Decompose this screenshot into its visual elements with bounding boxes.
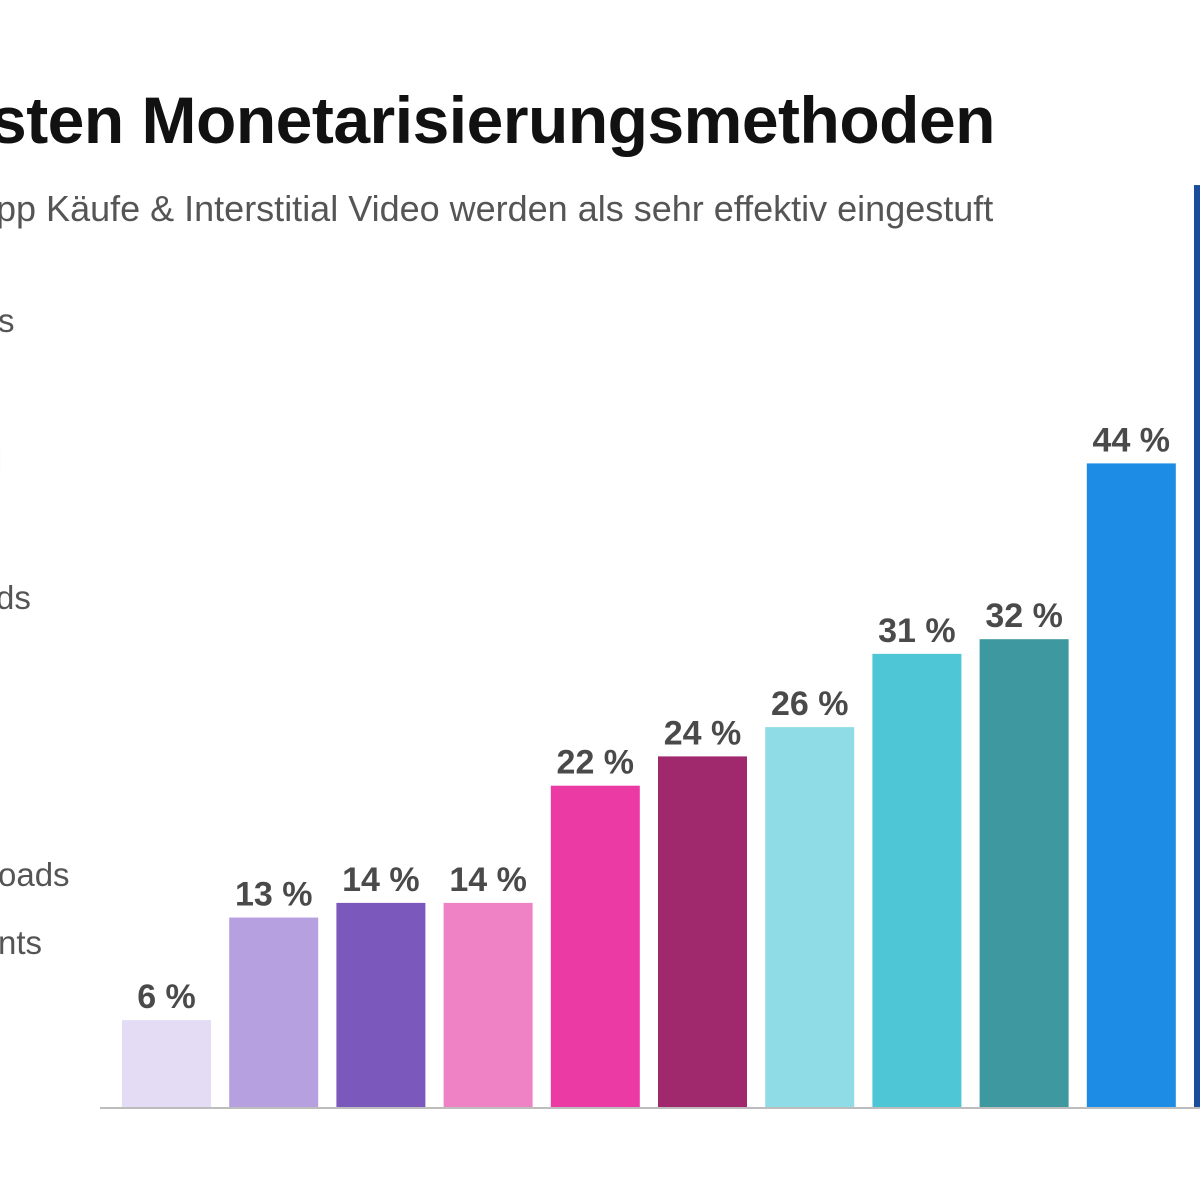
bar-10 bbox=[1086, 463, 1176, 1108]
chart-title: sten Monetarisierungsmethoden bbox=[0, 83, 996, 157]
legend-label-5: nts bbox=[0, 924, 43, 961]
bar-value-label-4: 14 % bbox=[449, 861, 527, 899]
bar-7 bbox=[765, 727, 855, 1108]
bar-value-label-8: 31 % bbox=[878, 612, 956, 650]
bar-9 bbox=[979, 639, 1069, 1108]
bar-3 bbox=[336, 902, 426, 1108]
bar-value-label-6: 24 % bbox=[664, 714, 742, 752]
bars-layer bbox=[122, 185, 1200, 1109]
bar-value-label-10: 44 % bbox=[1093, 421, 1171, 459]
value-labels-layer: 6 %13 %14 %14 %22 %24 %26 %31 %32 %44 %6 bbox=[137, 421, 1171, 1016]
legend-label-1: s bbox=[0, 302, 15, 339]
bar-4 bbox=[443, 902, 533, 1108]
bar-value-label-9: 32 % bbox=[985, 597, 1063, 635]
bar-5 bbox=[550, 785, 640, 1108]
bar-6 bbox=[658, 756, 747, 1108]
bar-value-label-1: 6 % bbox=[137, 978, 196, 1016]
bar-value-label-7: 26 % bbox=[771, 685, 849, 723]
legend-label-2: ı bbox=[0, 440, 3, 478]
bar-value-label-3: 14 % bbox=[342, 861, 420, 899]
bar-value-label-2: 13 % bbox=[235, 876, 313, 914]
bar-value-label-5: 22 % bbox=[557, 744, 635, 782]
legend-label-3: ds bbox=[0, 579, 31, 616]
bar-2 bbox=[229, 917, 319, 1108]
legend-label-4: oads bbox=[0, 856, 70, 893]
bar-11 bbox=[1194, 185, 1200, 1109]
bar-8 bbox=[872, 653, 962, 1108]
bar-1 bbox=[122, 1020, 211, 1108]
chart-subtitle: App Käufe & Interstitial Video werden al… bbox=[0, 188, 994, 229]
